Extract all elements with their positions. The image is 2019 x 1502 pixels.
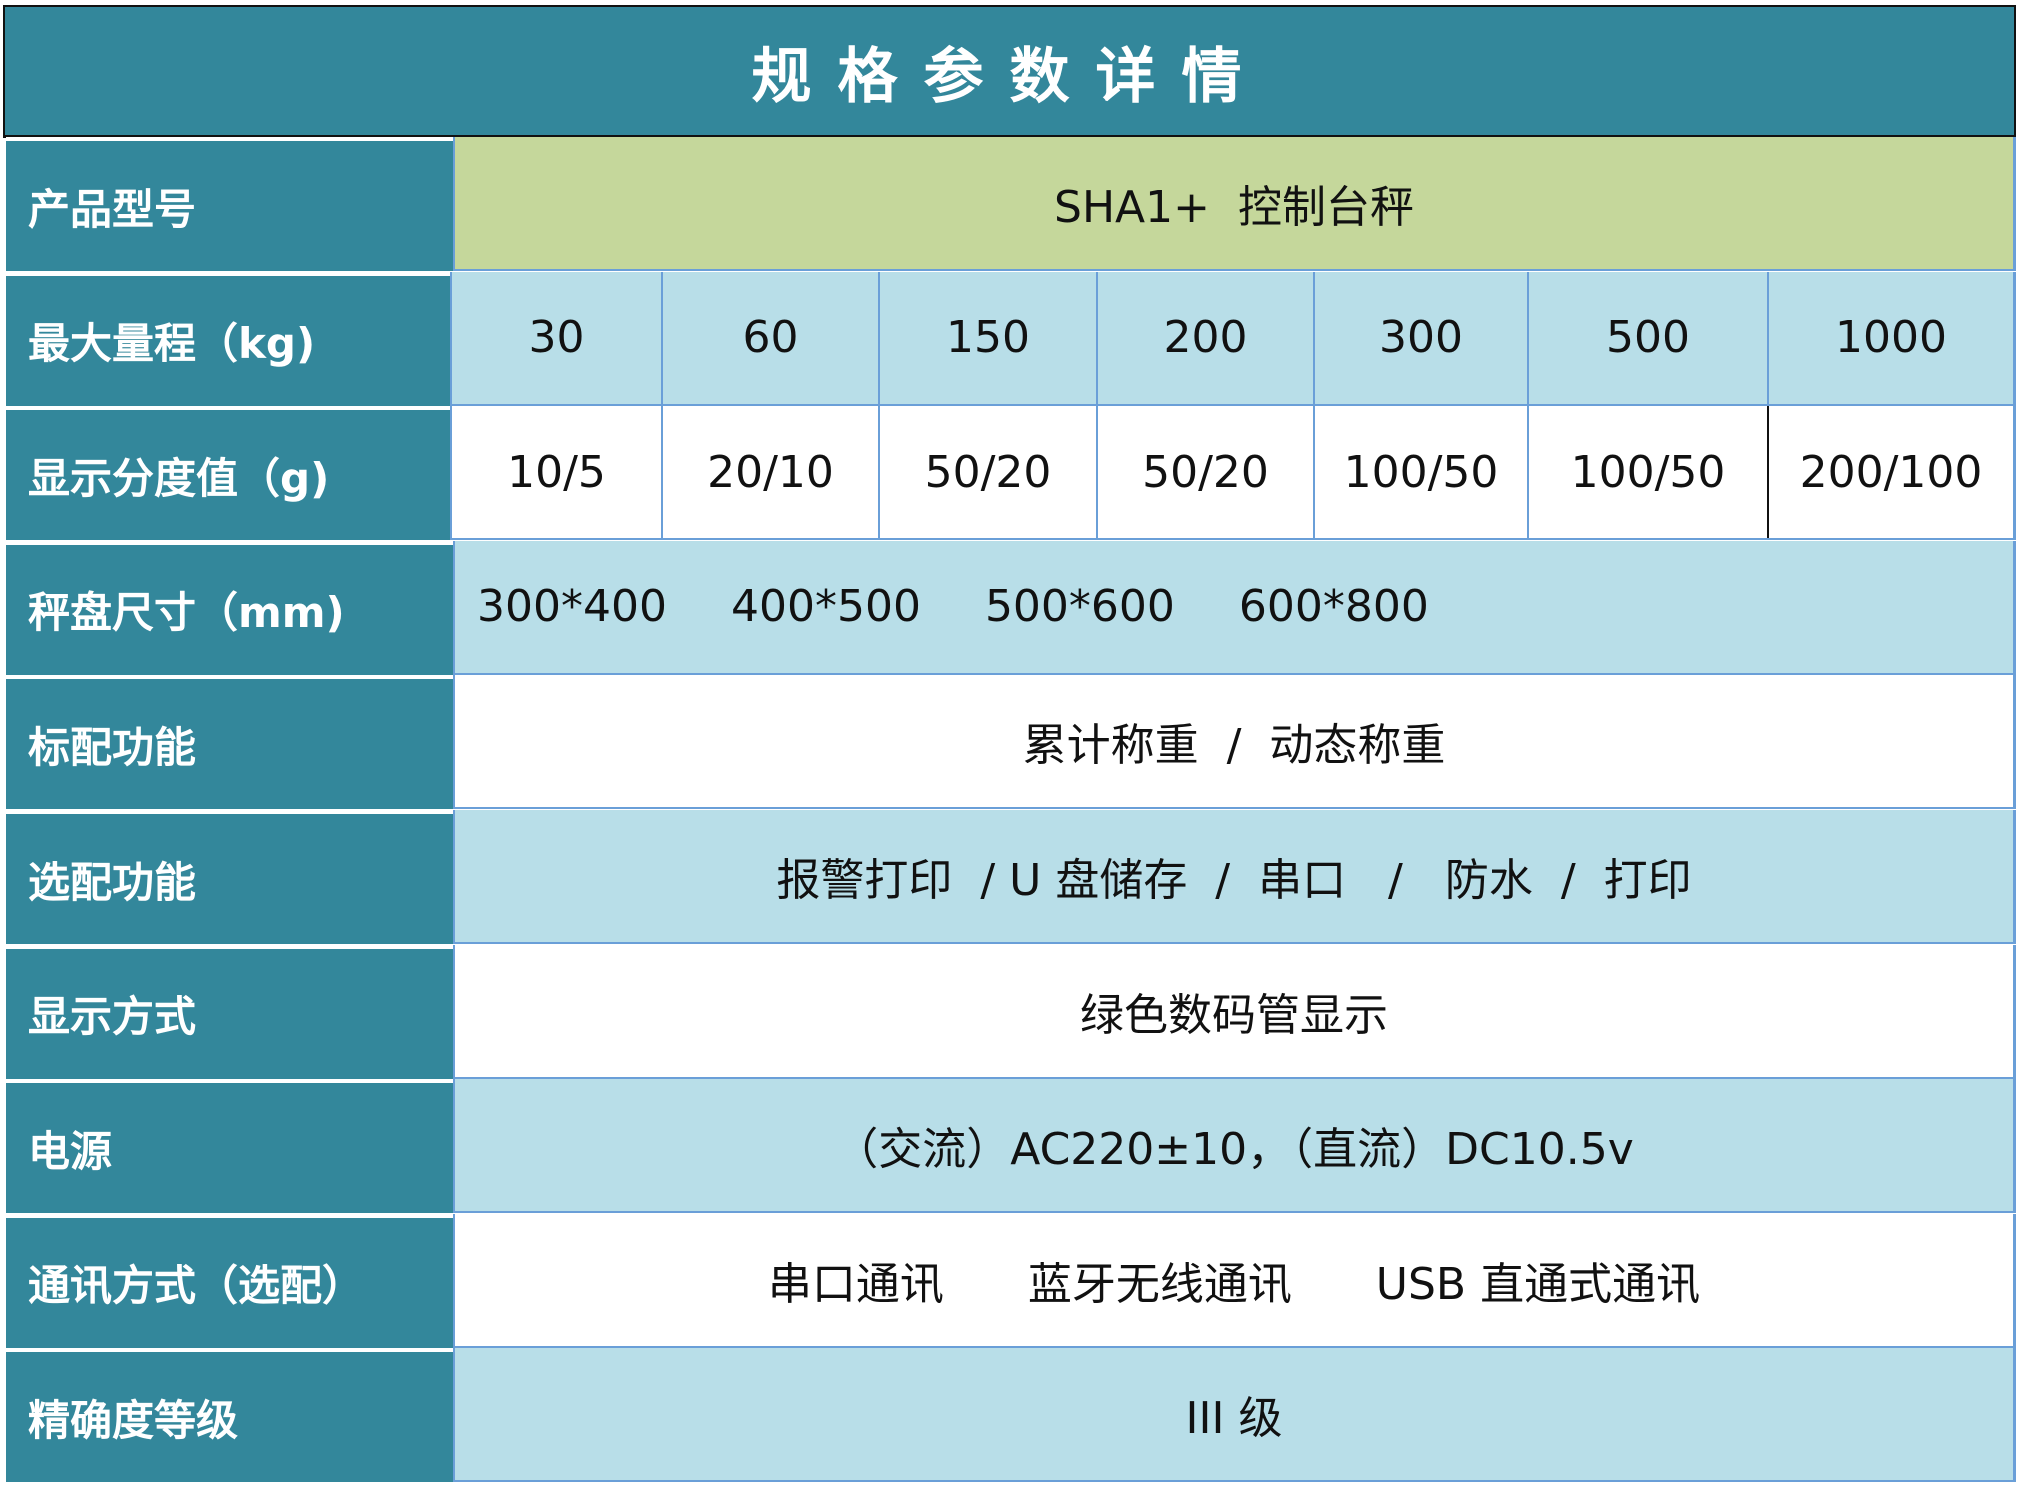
row-label: 选配功能	[6, 810, 453, 944]
page-title: 规格参数详情	[3, 5, 2016, 138]
spec-row-display-mode: 显示方式 绿色数码管显示	[6, 944, 2016, 1079]
row-label: 秤盘尺寸（mm)	[6, 540, 453, 675]
value-cell: 串口通讯 蓝牙无线通讯 USB 直通式通讯	[455, 1213, 2013, 1346]
spec-row-standard-features: 标配功能 累计称重 / 动态称重	[6, 675, 2016, 810]
spec-row-accuracy-class: 精确度等级 III 级	[6, 1348, 2016, 1483]
spec-row-power: 电源 （交流）AC220±10，（直流）DC10.5v	[6, 1079, 2016, 1214]
value-cell: 50/20	[878, 406, 1096, 539]
value-cell: 200/100	[1767, 406, 2013, 539]
value-cell: 1000	[1767, 271, 2013, 404]
row-label: 电源	[6, 1079, 453, 1214]
spec-row-pan-size: 秤盘尺寸（mm) 300*400 400*500 500*600 600*800	[6, 540, 2016, 675]
pan-size-option: 300*400	[477, 581, 667, 633]
value-cell: 绿色数码管显示	[455, 944, 2013, 1077]
value-cell: 500	[1527, 271, 1767, 404]
row-label: 产品型号	[6, 137, 453, 271]
value-cell: 20/10	[661, 406, 878, 539]
spec-row-optional-features: 选配功能 报警打印 / U 盘储存 / 串口 / 防水 / 打印	[6, 810, 2016, 944]
row-label: 显示方式	[6, 944, 453, 1079]
value-cell: SHA1+ 控制台秤	[455, 137, 2013, 269]
spec-row-division: 显示分度值（g) 10/5 20/10 50/20 50/20 100/50 100/50 2…	[6, 406, 2016, 541]
value-cell: 累计称重 / 动态称重	[455, 675, 2013, 808]
row-label: 通讯方式（选配）	[6, 1213, 453, 1348]
value-cell: 200	[1096, 271, 1313, 404]
spec-row-communication: 通讯方式（选配） 串口通讯 蓝牙无线通讯 USB 直通式通讯	[6, 1213, 2016, 1348]
value-cell: III 级	[455, 1348, 2013, 1481]
value-cell: 30	[452, 271, 661, 404]
value-cell: 50/20	[1096, 406, 1313, 539]
row-label: 显示分度值（g)	[6, 406, 450, 541]
value-cell: 60	[661, 271, 878, 404]
row-label: 标配功能	[6, 675, 453, 810]
value-cell: 100/50	[1527, 406, 1767, 539]
spec-row-model: 产品型号 SHA1+ 控制台秤	[6, 137, 2016, 271]
value-cell: （交流）AC220±10，（直流）DC10.5v	[455, 1079, 2013, 1212]
pan-size-option: 500*600	[984, 581, 1175, 633]
row-label: 最大量程（kg)	[6, 271, 450, 406]
value-cell: 10/5	[452, 406, 661, 539]
row-label: 精确度等级	[6, 1348, 453, 1483]
value-cell: 100/50	[1313, 406, 1527, 539]
value-cell: 300*400 400*500 500*600 600*800	[455, 540, 2013, 673]
value-cell: 报警打印 / U 盘储存 / 串口 / 防水 / 打印	[455, 810, 2013, 942]
spec-row-max-capacity: 最大量程（kg) 30 60 150 200 300 500 1000	[6, 271, 2016, 406]
pan-size-option: 400*500	[730, 581, 921, 633]
value-cell: 150	[878, 271, 1096, 404]
pan-size-option: 600*800	[1238, 581, 1429, 633]
value-cell: 300	[1313, 271, 1527, 404]
